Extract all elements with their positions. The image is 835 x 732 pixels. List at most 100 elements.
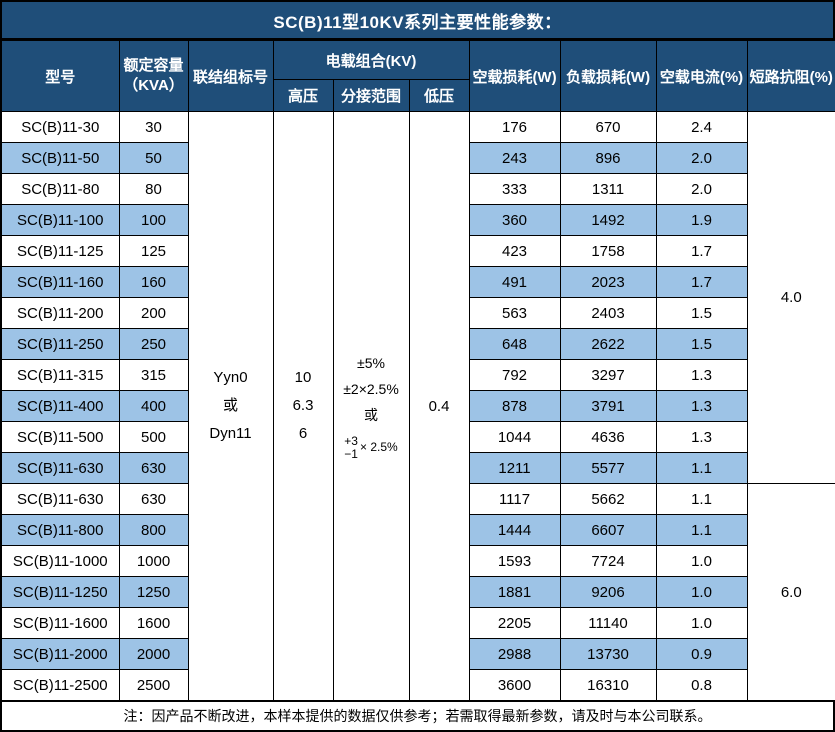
no-load-loss-cell: 1044 — [468, 421, 561, 453]
table-row: SC(B)11-80 80 333 1311 2.0 — [0, 173, 835, 205]
header-no-load-loss: 空载损耗(W) — [468, 39, 561, 112]
table-body: SC(B)11-30 30 Yyn0 或 Dyn11 10 6.3 6 ±5% ±2×2.5% 或 +… — [0, 111, 835, 702]
impedance-cell: 4.0 — [746, 111, 835, 484]
no-load-current-cell: 1.1 — [655, 483, 748, 515]
header-impedance: 短路抗阻(%) — [746, 39, 835, 112]
load-loss-cell: 6607 — [559, 514, 657, 546]
footer-note: 注：因产品不断改进，本样本提供的数据仅供参考；若需取得最新参数，请及时与本公司联… — [0, 701, 835, 732]
capacity-cell: 800 — [118, 514, 189, 546]
table-row: SC(B)11-315 315 792 3297 1.3 — [0, 359, 835, 391]
load-loss-cell: 896 — [559, 142, 657, 174]
load-loss-cell: 16310 — [559, 669, 657, 702]
model-cell: SC(B)11-315 — [0, 359, 120, 391]
no-load-loss-cell: 491 — [468, 266, 561, 298]
load-loss-cell: 1492 — [559, 204, 657, 236]
connection-cell-line: Yyn0 — [213, 369, 248, 387]
no-load-current-cell: 1.7 — [655, 235, 748, 267]
capacity-cell: 1600 — [118, 607, 189, 639]
connection-cell: Yyn0 或 Dyn11 — [187, 111, 274, 702]
header-model: 型号 — [0, 39, 120, 112]
model-cell: SC(B)11-800 — [0, 514, 120, 546]
model-cell: SC(B)11-160 — [0, 266, 120, 298]
no-load-loss-cell: 243 — [468, 142, 561, 174]
no-load-current-cell: 1.3 — [655, 359, 748, 391]
capacity-cell: 250 — [118, 328, 189, 360]
capacity-cell: 630 — [118, 452, 189, 484]
header-capacity-line1: 额定容量 — [123, 56, 184, 74]
no-load-loss-cell: 423 — [468, 235, 561, 267]
table-row: SC(B)11-1000 1000 1593 7724 1.0 — [0, 545, 835, 577]
no-load-current-cell: 1.1 — [655, 452, 748, 484]
no-load-loss-cell: 648 — [468, 328, 561, 360]
tap-range-cell: ±5% ±2×2.5% 或 +3 −1 × 2.5% — [332, 111, 410, 702]
table-row: SC(B)11-630 630 1117 5662 1.1 6.0 — [0, 483, 835, 702]
tap-fraction: +3 −1 × 2.5% — [344, 434, 398, 461]
no-load-loss-cell: 333 — [468, 173, 561, 205]
no-load-current-cell: 1.9 — [655, 204, 748, 236]
load-loss-cell: 2622 — [559, 328, 657, 360]
table-row: SC(B)11-1600 1600 2205 11140 1.0 — [0, 607, 835, 639]
table-row: SC(B)11-500 500 1044 4636 1.3 — [0, 421, 835, 453]
capacity-cell: 200 — [118, 297, 189, 329]
capacity-cell: 1000 — [118, 545, 189, 577]
table-header: 型号 额定容量 （KVA） 联结组标号 电载组合(KV) 空载损耗(W) 负载损… — [0, 39, 835, 112]
no-load-loss-cell: 2205 — [468, 607, 561, 639]
load-loss-cell: 3791 — [559, 390, 657, 422]
model-cell: SC(B)11-2000 — [0, 638, 120, 670]
header-low-voltage: 低压 — [408, 79, 470, 112]
capacity-cell: 100 — [118, 204, 189, 236]
no-load-current-cell: 1.1 — [655, 514, 748, 546]
no-load-current-cell: 2.0 — [655, 142, 748, 174]
header-capacity: 额定容量 （KVA） — [118, 39, 189, 112]
no-load-current-cell: 0.9 — [655, 638, 748, 670]
capacity-cell: 80 — [118, 173, 189, 205]
low-voltage-cell: 0.4 — [408, 111, 470, 702]
model-cell: SC(B)11-630 — [0, 483, 120, 515]
header-load-loss: 负载损耗(W) — [559, 39, 657, 112]
connection-cell-line: Dyn11 — [209, 424, 252, 442]
spec-table: 型号 额定容量 （KVA） 联结组标号 电载组合(KV) 空载损耗(W) 负载损… — [0, 39, 835, 702]
load-loss-cell: 5577 — [559, 452, 657, 484]
no-load-current-cell: 1.0 — [655, 607, 748, 639]
model-cell: SC(B)11-2500 — [0, 669, 120, 702]
table-row: SC(B)11-200 200 563 2403 1.5 — [0, 297, 835, 329]
capacity-cell: 50 — [118, 142, 189, 174]
model-cell: SC(B)11-50 — [0, 142, 120, 174]
no-load-current-cell: 1.7 — [655, 266, 748, 298]
table-row: SC(B)11-630 630 1211 5577 1.1 — [0, 452, 835, 484]
high-voltage-cell-line: 10 — [294, 369, 312, 387]
no-load-current-cell: 2.0 — [655, 173, 748, 205]
model-cell: SC(B)11-1600 — [0, 607, 120, 639]
model-cell: SC(B)11-1000 — [0, 545, 120, 577]
no-load-current-cell: 1.0 — [655, 545, 748, 577]
load-loss-cell: 1758 — [559, 235, 657, 267]
impedance-cell: 6.0 — [746, 483, 835, 702]
capacity-cell: 2500 — [118, 669, 189, 702]
no-load-current-cell: 2.4 — [655, 111, 748, 143]
no-load-loss-cell: 1593 — [468, 545, 561, 577]
no-load-current-cell: 0.8 — [655, 669, 748, 702]
no-load-current-cell: 1.0 — [655, 576, 748, 608]
no-load-current-cell: 1.3 — [655, 421, 748, 453]
model-cell: SC(B)11-400 — [0, 390, 120, 422]
no-load-loss-cell: 360 — [468, 204, 561, 236]
capacity-cell: 160 — [118, 266, 189, 298]
load-loss-cell: 2023 — [559, 266, 657, 298]
tap-fraction-suffix: × 2.5% — [359, 440, 398, 455]
model-cell: SC(B)11-630 — [0, 452, 120, 484]
tap-range-cell-line: 或 — [364, 406, 378, 423]
no-load-loss-cell: 563 — [468, 297, 561, 329]
table-row: SC(B)11-2000 2000 2988 13730 0.9 — [0, 638, 835, 670]
load-loss-cell: 4636 — [559, 421, 657, 453]
capacity-cell: 315 — [118, 359, 189, 391]
no-load-loss-cell: 176 — [468, 111, 561, 143]
model-cell: SC(B)11-125 — [0, 235, 120, 267]
load-loss-cell: 2403 — [559, 297, 657, 329]
table-row: SC(B)11-250 250 648 2622 1.5 — [0, 328, 835, 360]
load-loss-cell: 7724 — [559, 545, 657, 577]
no-load-loss-cell: 1881 — [468, 576, 561, 608]
model-cell: SC(B)11-500 — [0, 421, 120, 453]
model-cell: SC(B)11-250 — [0, 328, 120, 360]
load-loss-cell: 670 — [559, 111, 657, 143]
model-cell: SC(B)11-1250 — [0, 576, 120, 608]
